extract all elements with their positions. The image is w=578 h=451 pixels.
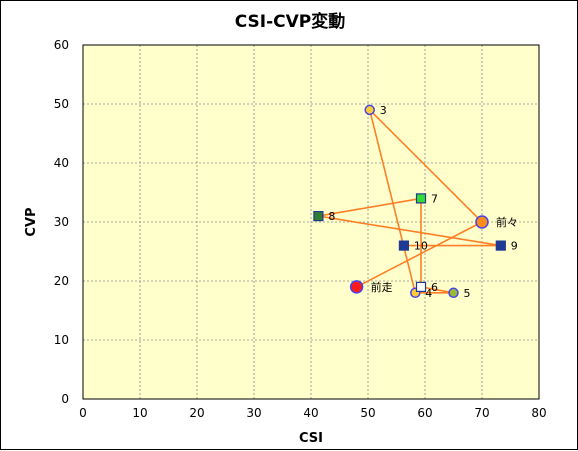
- point-label-5: 6: [431, 281, 438, 294]
- series-path: [318, 107, 501, 294]
- y-tick-label-5: 50: [54, 97, 69, 111]
- x-tick-label-7: 70: [474, 406, 489, 420]
- point-label-7: 8: [328, 210, 335, 223]
- y-tick-label-3: 30: [54, 215, 69, 229]
- point-marker-4: [448, 287, 459, 299]
- point-marker-9: [398, 240, 410, 251]
- y-axis-label: CVP: [24, 207, 39, 236]
- point-marker-7: [313, 211, 324, 222]
- x-axis-label: CSI: [299, 431, 323, 446]
- chart-title: CSI-CVP変動: [235, 11, 346, 32]
- point-marker-6: [415, 193, 427, 204]
- point-marker-0: [475, 215, 489, 229]
- point-marker-2: [364, 104, 375, 116]
- point-label-2: 3: [380, 104, 387, 117]
- point-label-6: 7: [431, 192, 438, 205]
- y-tick-label-0: 0: [61, 392, 69, 406]
- x-tick-label-1: 10: [132, 406, 147, 420]
- x-tick-label-6: 60: [417, 406, 432, 420]
- x-tick-label-2: 20: [189, 406, 204, 420]
- point-marker-5: [415, 281, 427, 292]
- y-tick-label-1: 10: [54, 333, 69, 347]
- y-tick-label-4: 40: [54, 156, 69, 170]
- point-label-3: 4: [425, 287, 432, 300]
- x-tick-label-5: 50: [360, 406, 375, 420]
- x-tick-label-8: 80: [531, 406, 546, 420]
- plot-border: [82, 44, 540, 400]
- x-tick-label-0: 0: [79, 406, 87, 420]
- point-label-9: 10: [414, 240, 428, 253]
- point-label-1: 前走: [371, 280, 393, 294]
- point-marker-8: [495, 240, 506, 251]
- x-tick-label-4: 40: [303, 406, 318, 420]
- y-tick-label-2: 20: [54, 274, 69, 288]
- point-label-4: 5: [464, 287, 471, 300]
- point-label-0: 前々: [496, 215, 518, 229]
- x-tick-label-3: 30: [246, 406, 261, 420]
- point-label-8: 9: [511, 240, 518, 253]
- y-tick-label-6: 60: [54, 38, 69, 52]
- point-marker-1: [349, 280, 364, 294]
